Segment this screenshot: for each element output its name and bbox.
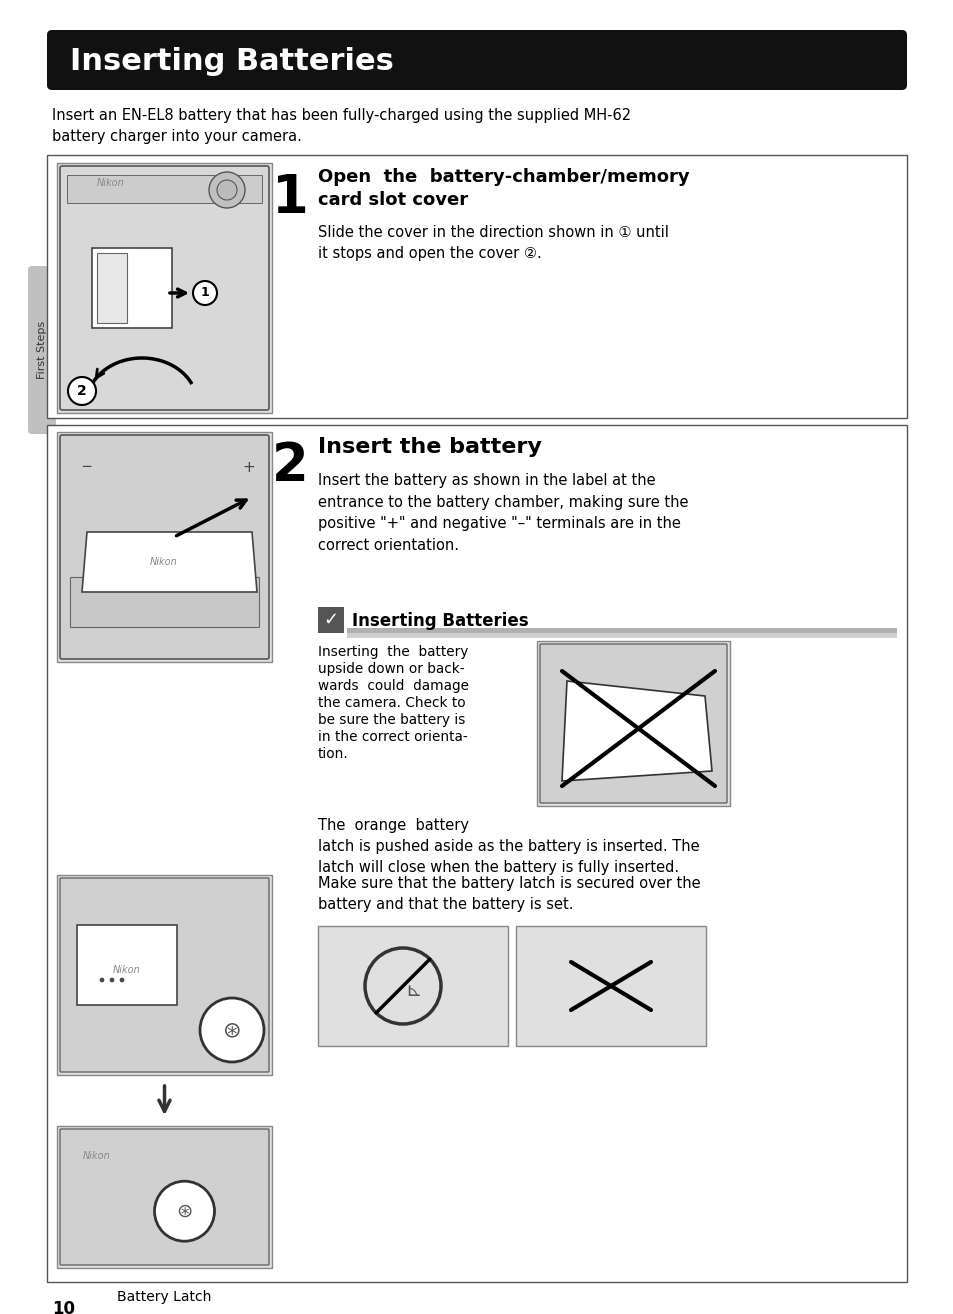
Bar — [97, 254, 127, 323]
Text: First Steps: First Steps — [37, 321, 47, 378]
Text: Insert an EN-EL8 battery that has been fully-charged using the supplied MH-62
ba: Insert an EN-EL8 battery that has been f… — [52, 108, 631, 145]
Text: Nikon: Nikon — [113, 964, 141, 975]
Text: Nikon: Nikon — [97, 177, 125, 188]
Bar — [47, 424, 906, 1282]
FancyBboxPatch shape — [60, 1129, 269, 1265]
Bar — [70, 577, 258, 627]
Bar — [347, 628, 896, 633]
Bar — [57, 163, 272, 413]
Text: be sure the battery is: be sure the battery is — [317, 714, 465, 727]
Bar — [57, 1126, 272, 1268]
Bar — [77, 925, 177, 1005]
Text: in the correct orienta-: in the correct orienta- — [317, 731, 467, 744]
Circle shape — [209, 172, 245, 208]
Bar — [537, 641, 729, 805]
Text: Insert the battery as shown in the label at the
entrance to the battery chamber,: Insert the battery as shown in the label… — [317, 473, 688, 553]
Text: Inserting Batteries: Inserting Batteries — [70, 46, 394, 75]
Text: 1: 1 — [200, 286, 209, 300]
Bar — [47, 155, 906, 418]
FancyBboxPatch shape — [60, 166, 269, 410]
FancyBboxPatch shape — [539, 644, 726, 803]
Bar — [516, 926, 705, 1046]
Text: Nikon: Nikon — [83, 1151, 111, 1162]
Text: Slide the cover in the direction shown in ① until
it stops and open the cover ②.: Slide the cover in the direction shown i… — [317, 225, 668, 261]
Text: tion.: tion. — [317, 746, 349, 761]
Text: wards  could  damage: wards could damage — [317, 679, 469, 692]
Bar — [91, 248, 172, 328]
Text: ✓: ✓ — [323, 611, 338, 629]
Text: Make sure that the battery latch is secured over the
battery and that the batter: Make sure that the battery latch is secu… — [317, 876, 700, 912]
Bar — [317, 607, 344, 633]
Bar — [317, 926, 507, 1046]
Text: Battery Latch: Battery Latch — [117, 1290, 212, 1303]
Text: +: + — [242, 460, 254, 474]
FancyBboxPatch shape — [28, 265, 56, 434]
Text: upside down or back-: upside down or back- — [317, 662, 464, 675]
Text: The  orange  battery
latch is pushed aside as the battery is inserted. The
latch: The orange battery latch is pushed aside… — [317, 819, 699, 875]
Text: the camera. Check to: the camera. Check to — [317, 696, 465, 710]
Text: ─: ─ — [82, 460, 91, 474]
Text: ⊛: ⊛ — [222, 1020, 241, 1039]
Text: 10: 10 — [52, 1300, 75, 1314]
Text: ⊾: ⊾ — [404, 982, 420, 1000]
Text: Nikon: Nikon — [150, 557, 177, 568]
Bar — [67, 175, 262, 202]
FancyBboxPatch shape — [47, 30, 906, 89]
Text: 1: 1 — [272, 172, 308, 223]
FancyBboxPatch shape — [60, 435, 269, 660]
Circle shape — [154, 1181, 214, 1242]
Polygon shape — [561, 681, 711, 781]
Text: Insert the battery: Insert the battery — [317, 438, 541, 457]
Circle shape — [193, 281, 216, 305]
Bar — [57, 875, 272, 1075]
Text: Inserting Batteries: Inserting Batteries — [352, 612, 528, 629]
Bar — [57, 432, 272, 662]
Text: 2: 2 — [77, 384, 87, 398]
FancyBboxPatch shape — [60, 878, 269, 1072]
Circle shape — [110, 978, 113, 982]
Text: ⊛: ⊛ — [176, 1202, 193, 1221]
Text: Inserting  the  battery: Inserting the battery — [317, 645, 468, 660]
Text: Open  the  battery-chamber/memory
card slot cover: Open the battery-chamber/memory card slo… — [317, 168, 689, 209]
Polygon shape — [82, 532, 256, 593]
Bar — [347, 633, 896, 639]
Circle shape — [68, 377, 96, 405]
Circle shape — [200, 999, 264, 1062]
Text: 2: 2 — [272, 440, 308, 491]
Circle shape — [120, 978, 124, 982]
Circle shape — [100, 978, 104, 982]
Circle shape — [216, 180, 236, 200]
